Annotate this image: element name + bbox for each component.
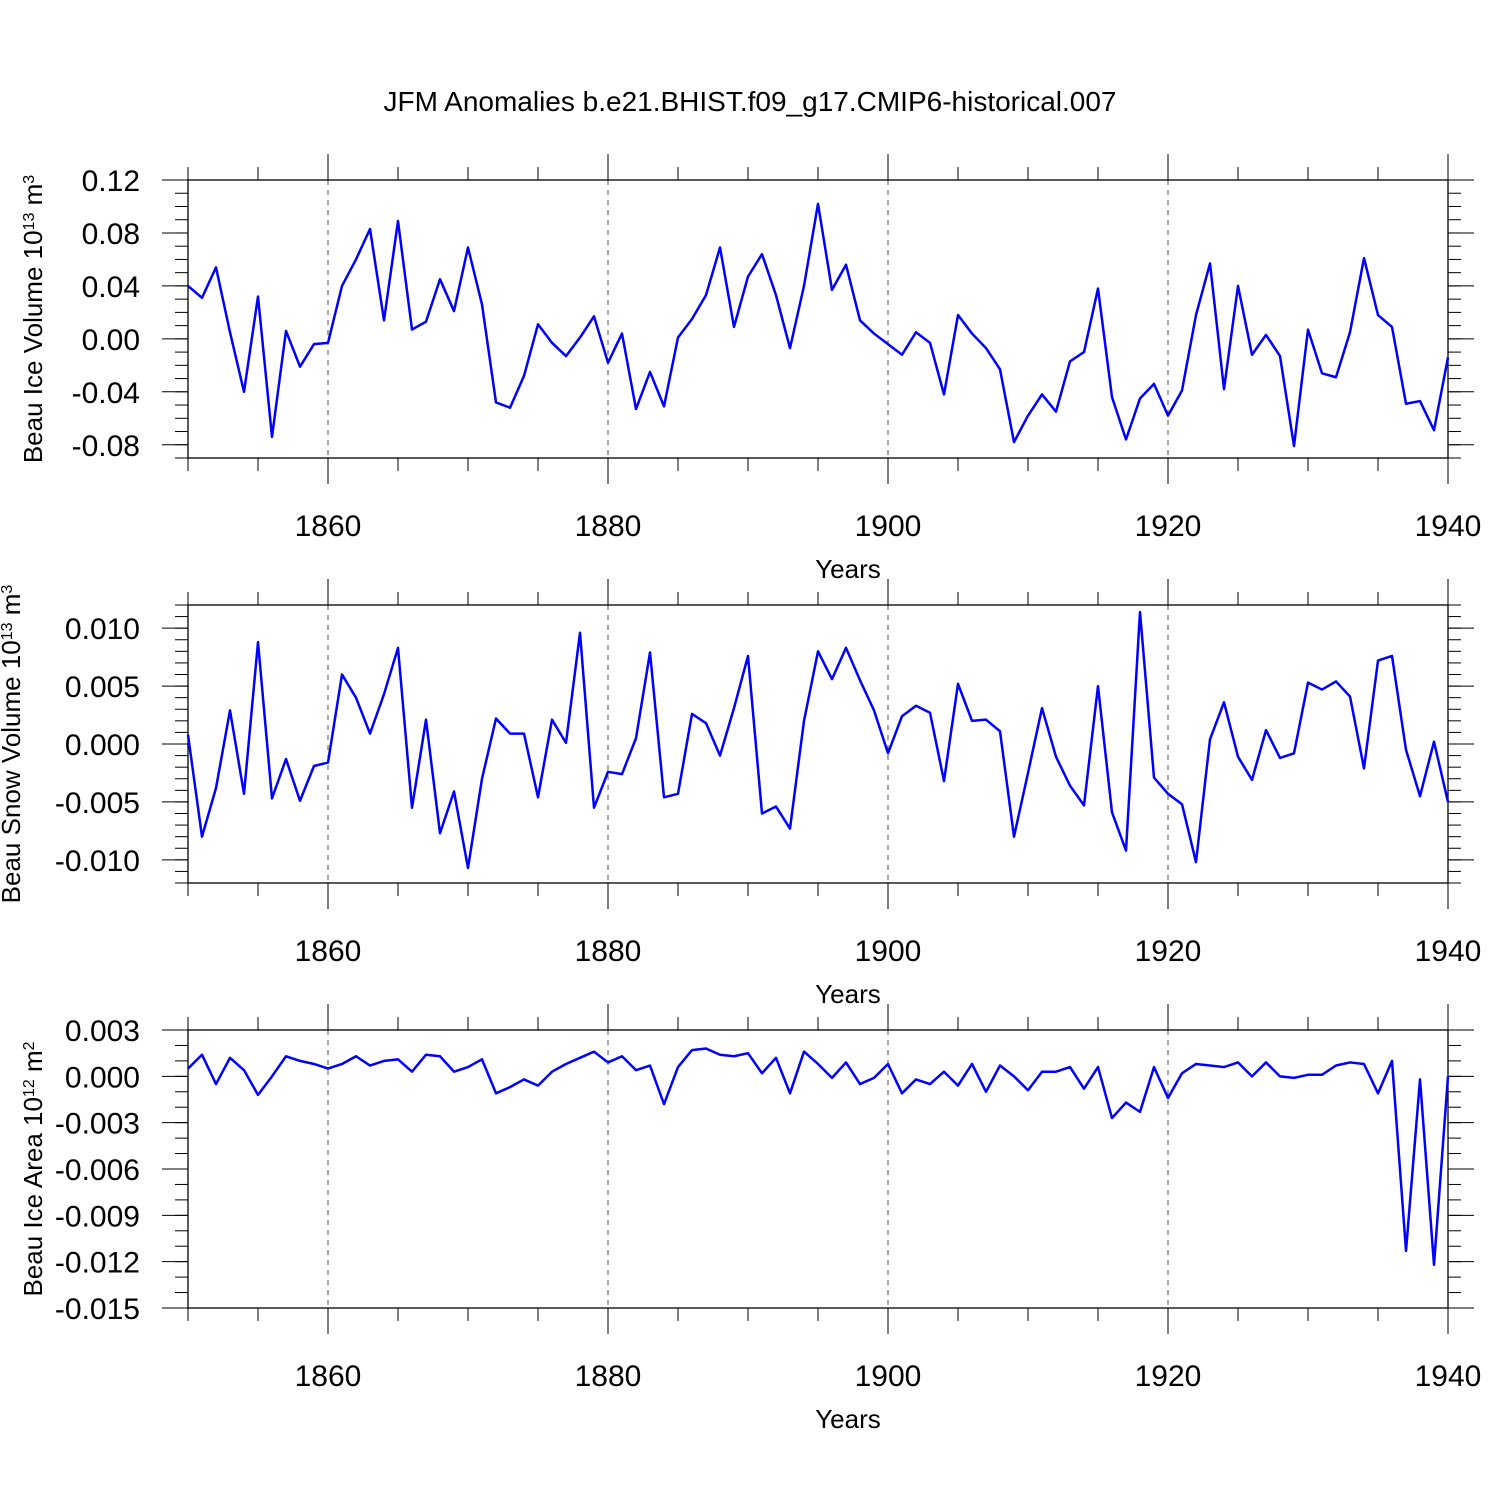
x-tick-label: 1900 [855,1360,922,1393]
x-tick-label: 1940 [1415,1360,1482,1393]
y-tick-label: 0.000 [65,1061,140,1094]
y-tick-label: 0.08 [82,218,140,251]
y-tick-label: -0.003 [55,1108,140,1141]
x-tick-label: 1860 [295,510,362,543]
panel-2: 1860 1880 1900 1920 1940 Years -0.010 -0.005 0.0… [0,579,1481,1009]
y-axis-label-exponent: 13 [21,213,38,231]
y-axis-label-unit-exponent: 2 [21,1041,38,1050]
y-tick-label: 0.003 [65,1015,140,1048]
y-tick-label: -0.009 [55,1200,140,1233]
y-tick-label: 0.010 [65,613,140,646]
y-tick-label: -0.015 [55,1293,140,1326]
y-axis-label-unit-exponent: 3 [21,175,38,184]
series-line [187,1047,1450,1267]
x-tick-label: 1900 [855,510,922,543]
y-axis-label-main: Beau Ice Area 10 [18,1097,48,1296]
plot-frame [187,604,1449,884]
y-tick-label: -0.010 [55,845,140,878]
y-axis-label-exponent: 12 [21,1079,38,1097]
x-axis-label: Years [815,554,881,584]
x-tick-label: 1880 [575,510,642,543]
y-axis-label-unit: m [18,1050,48,1079]
panel-1: 1860 1880 1900 1920 1940 Years -0.08 -0.04 0.00 0… [18,154,1481,584]
y-tick-label: 0.12 [82,165,140,198]
y-tick-label: -0.04 [72,377,140,410]
x-tick-label: 1880 [575,1360,642,1393]
y-tick-label: 0.000 [65,729,140,762]
plot-frame [187,1029,1449,1309]
y-axis-label: Beau Ice Area 1012 m2 [18,1041,48,1296]
y-axis-label-main: Beau Snow Volume 10 [0,640,26,903]
x-tick-label: 1900 [855,935,922,968]
y-tick-label: -0.006 [55,1154,140,1187]
y-tick-label: -0.012 [55,1247,140,1280]
y-axis-label: Beau Ice Volume 1013 m3 [18,175,48,463]
x-tick-label: 1860 [295,935,362,968]
y-tick-label: 0.00 [82,324,140,357]
y-axis-label-exponent: 13 [0,622,16,640]
y-axis-label-unit: m [0,594,26,623]
y-axis-label-unit: m [18,184,48,213]
x-tick-label: 1880 [575,935,642,968]
y-tick-label: -0.005 [55,787,140,820]
y-tick-label: 0.04 [82,271,140,304]
x-tick-label: 1920 [1135,935,1202,968]
y-axis-label: Beau Snow Volume 1013 m3 [0,585,26,904]
x-axis-label: Years [815,1404,881,1434]
x-tick-label: 1920 [1135,1360,1202,1393]
x-tick-label: 1940 [1415,935,1482,968]
x-axis-label: Years [815,979,881,1009]
page-title: JFM Anomalies b.e21.BHIST.f09_g17.CMIP6-… [383,86,1117,117]
y-tick-label: 0.005 [65,671,140,704]
plot-frame [187,179,1449,459]
x-tick-label: 1920 [1135,510,1202,543]
y-axis-label-unit-exponent: 3 [0,585,16,594]
panel-3: 1860 1880 1900 1920 1940 Years -0.015 -0.012 -0.… [18,1004,1481,1434]
y-tick-label: -0.08 [72,430,140,463]
x-tick-label: 1940 [1415,510,1482,543]
y-axis-label-main: Beau Ice Volume 10 [18,230,48,463]
series-line [187,202,1450,448]
series-line [186,610,1450,870]
x-tick-label: 1860 [295,1360,362,1393]
